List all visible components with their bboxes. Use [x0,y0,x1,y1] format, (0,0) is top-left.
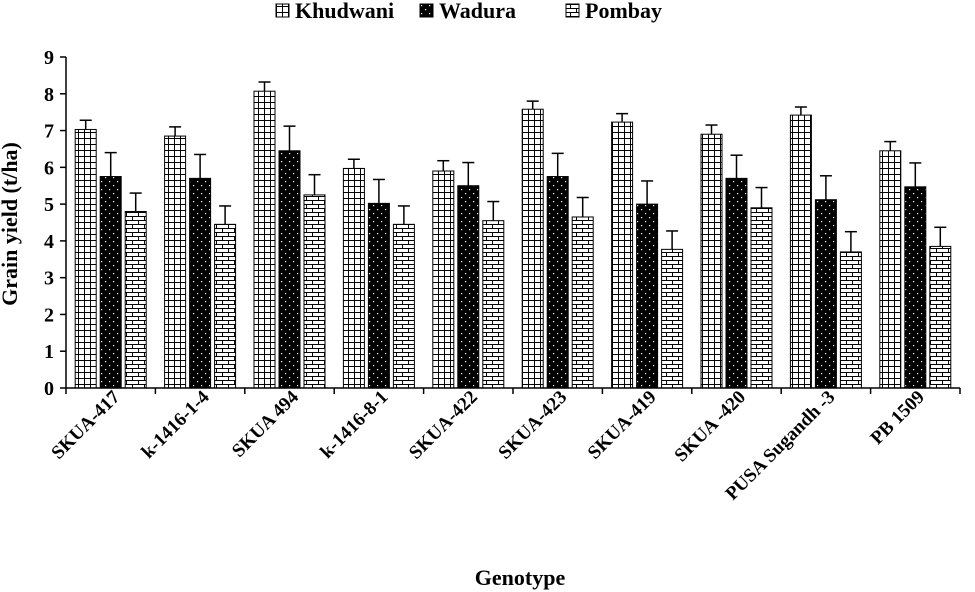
x-tick-labels: SKUA-417 k-1416-1-4 SKUA 494 k-1416-8-1 SKUA… [47,386,928,504]
legend-label-pombay: Pombay [585,0,662,23]
bar-khudwani [74,128,97,389]
legend-item-khudwani: Khudwani [275,0,394,23]
bar-wadura [189,177,212,389]
x-tick-label: SKUA -420 [671,387,750,466]
x-axis-title: Genotype [475,565,566,590]
bar-pombay [839,251,862,389]
bar-wadura [546,176,569,389]
bar-pombay [124,210,147,389]
bar-khudwani [253,90,276,389]
x-tick-label: SKUA-422 [405,387,482,464]
y-tick-label: 8 [44,84,54,106]
legend: Khudwani Wadura Pombay [275,0,662,23]
x-tick-label: k-1416-8-1 [316,387,392,463]
bars-layer [74,90,952,389]
x-tick-label: SKUA-419 [584,387,661,464]
bar-khudwani [521,108,544,389]
bar-wadura [367,202,390,389]
x-tick-label: PB 1509 [867,387,929,449]
legend-item-wadura: Wadura [419,0,516,23]
bar-pombay [392,223,415,389]
bar-wadura [904,186,927,389]
bar-khudwani [789,114,812,389]
x-tick-label: k-1416-1-4 [138,386,214,462]
legend-swatch-pombay [565,3,580,18]
legend-label-khudwani: Khudwani [295,0,394,23]
legend-swatch-wadura [419,3,434,18]
bar-khudwani [611,121,634,389]
x-tick-label: SKUA-423 [494,387,571,464]
bar-wadura [278,150,301,389]
bar-pombay [214,223,237,389]
y-tick-label: 0 [44,378,54,400]
y-tick-label: 6 [44,157,54,179]
legend-label-wadura: Wadura [439,0,516,23]
y-tick-labels: 0 1 2 3 4 5 6 7 8 9 [44,47,54,400]
bar-wadura [99,176,122,389]
bar-pombay [303,194,326,389]
y-tick-label: 3 [44,268,54,290]
y-tick-label: 9 [44,47,54,69]
legend-item-pombay: Pombay [565,0,662,23]
legend-swatch-khudwani [275,3,290,18]
x-tick-label: SKUA 494 [228,386,303,461]
y-tick-label: 2 [44,304,54,326]
bar-wadura [725,177,748,389]
bar-pombay [661,248,684,389]
bar-pombay [571,216,594,389]
bar-pombay [929,245,952,389]
bar-khudwani [432,170,455,389]
bar-pombay [750,207,773,389]
bar-wadura [457,185,480,389]
bar-pombay [482,220,505,389]
bar-khudwani [164,135,187,389]
y-tick-label: 7 [44,121,54,143]
x-tick-label: SKUA-417 [47,386,124,463]
bar-khudwani [342,167,365,389]
y-tick-label: 1 [44,341,54,363]
axes-layer [60,56,961,394]
y-tick-label: 5 [44,194,54,216]
y-tick-label: 4 [44,231,54,253]
bar-wadura [636,203,659,389]
error-bars-layer [79,81,947,252]
bar-khudwani [700,133,723,389]
bar-khudwani [879,150,902,389]
y-axis-title: Grain yield (t/ha) [0,142,22,306]
bar-wadura [814,199,837,389]
